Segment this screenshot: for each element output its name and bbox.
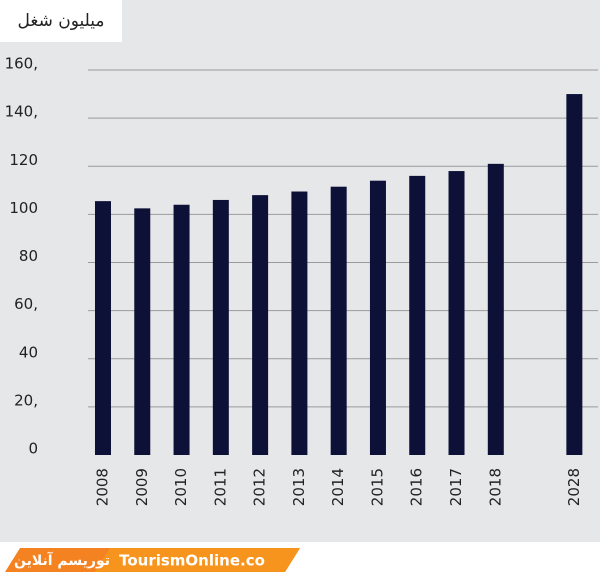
bar	[487, 163, 504, 455]
bar	[566, 94, 583, 455]
y-tick-label: 120	[9, 151, 38, 169]
bar	[212, 199, 229, 455]
logo-banner-right	[95, 548, 300, 572]
bar	[369, 180, 386, 455]
bar	[134, 208, 151, 455]
x-tick-label: 2008	[93, 468, 111, 506]
footer-logo: توریسم آنلاین TourismOnline.co	[5, 548, 300, 572]
x-tick-label: 2017	[447, 468, 465, 506]
x-tick-label: 2016	[408, 468, 426, 506]
x-tick-label: 2011	[211, 468, 229, 506]
x-tick-label: 2012	[251, 468, 269, 506]
y-tick-label: 80	[19, 247, 38, 265]
bar	[173, 204, 190, 455]
bar	[252, 195, 269, 455]
bar	[409, 175, 426, 455]
y-tick-label: 20,	[14, 391, 38, 409]
y-tick-label: 140,	[5, 103, 38, 121]
x-tick-label: 2010	[172, 468, 190, 506]
y-tick-label: 160,	[5, 55, 38, 73]
x-tick-label: 2018	[486, 468, 504, 506]
brand-fa: توریسم آنلاین	[14, 551, 110, 569]
bar	[94, 201, 111, 455]
chart-title: میلیون شغل	[18, 11, 105, 31]
x-tick-label: 2014	[329, 468, 347, 506]
y-tick-label: 0	[28, 440, 38, 458]
x-tick-label: 2009	[133, 468, 151, 506]
y-tick-label: 60,	[14, 295, 38, 313]
title-box	[0, 0, 122, 42]
x-tick-label: 2015	[368, 468, 386, 506]
brand-en: TourismOnline.co	[119, 552, 265, 570]
x-tick-label: 2028	[565, 468, 583, 506]
x-tick-label: 2013	[290, 468, 308, 506]
bar	[330, 186, 347, 455]
y-tick-label: 100	[9, 199, 38, 217]
bar	[448, 171, 465, 455]
bar	[291, 191, 308, 455]
y-tick-label: 40	[19, 343, 38, 361]
